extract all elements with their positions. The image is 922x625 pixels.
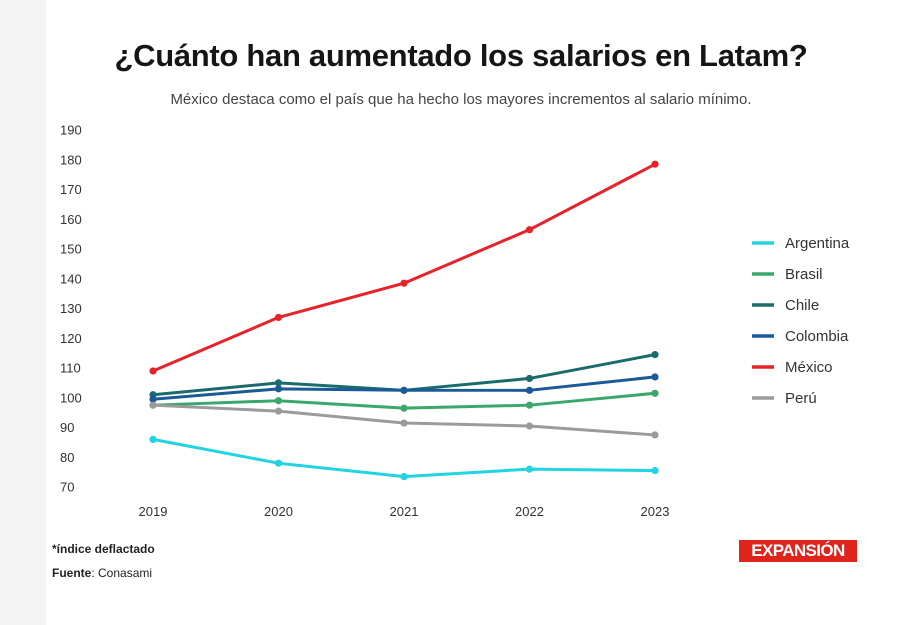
y-tick-label: 130 — [60, 301, 82, 316]
y-tick-label: 80 — [60, 450, 74, 465]
source-value: : Conasami — [91, 566, 153, 580]
series-points — [149, 160, 659, 481]
data-point-argentina — [274, 459, 283, 467]
data-point-mexico — [651, 160, 659, 168]
chart-title: ¿Cuánto han aumentado los salarios en La… — [114, 38, 808, 73]
data-point-peru — [149, 401, 157, 409]
data-point-argentina — [149, 435, 157, 443]
data-point-brasil — [651, 389, 659, 397]
y-tick-label: 110 — [60, 361, 81, 376]
data-point-mexico — [274, 313, 283, 322]
y-tick-label: 100 — [60, 390, 82, 405]
data-point-colombia — [525, 386, 534, 394]
y-tick-label: 140 — [60, 271, 82, 286]
y-tick-label: 150 — [60, 242, 82, 257]
data-point-argentina — [400, 472, 408, 481]
x-tick-label: 2021 — [390, 504, 419, 519]
series-line-argentina — [151, 437, 657, 479]
data-point-chile — [274, 379, 283, 387]
data-point-peru — [525, 422, 534, 430]
legend: Argentina Brasil Chile Colombia México Perú — [752, 235, 850, 407]
data-point-peru — [400, 419, 408, 427]
y-tick-label: 120 — [60, 331, 82, 346]
footnote: *índice deflactado — [52, 542, 155, 556]
x-tick-label: 2023 — [641, 504, 670, 519]
y-axis-ticks: 190 180 170 160 150 140 130 120 110 100 90 80 70 — [60, 123, 82, 495]
data-point-mexico — [525, 226, 534, 234]
data-point-mexico — [400, 279, 408, 287]
data-point-chile — [651, 351, 659, 359]
y-tick-label: 170 — [60, 182, 82, 197]
source-line: Fuente: Conasami — [52, 566, 152, 580]
legend-label-argentina: Argentina — [785, 235, 850, 252]
data-point-colombia — [274, 385, 283, 393]
x-tick-label: 2020 — [264, 504, 293, 519]
y-tick-label: 160 — [60, 212, 82, 227]
data-point-brasil — [400, 404, 408, 412]
y-tick-label: 90 — [60, 420, 74, 435]
legend-label-brasil: Brasil — [785, 266, 823, 283]
legend-label-chile: Chile — [785, 297, 819, 314]
expansion-logo: EXPANSIÓN — [739, 540, 857, 562]
source-label: Fuente — [52, 566, 92, 580]
data-point-argentina — [651, 467, 659, 475]
data-point-peru — [274, 407, 283, 415]
y-tick-label: 180 — [60, 152, 82, 167]
y-tick-label: 190 — [60, 123, 82, 138]
data-point-colombia — [400, 386, 408, 394]
x-axis-ticks: 2019 2020 2021 2022 2023 — [139, 504, 670, 519]
data-point-mexico — [149, 367, 157, 375]
series-lines — [151, 162, 657, 479]
x-tick-label: 2022 — [515, 504, 544, 519]
line-chart: 190 180 170 160 150 140 130 120 110 100 90 80 70 201… — [60, 123, 850, 520]
legend-label-peru: Perú — [785, 390, 817, 407]
data-point-colombia — [651, 373, 659, 381]
x-tick-label: 2019 — [139, 504, 168, 519]
legend-label-colombia: Colombia — [785, 328, 849, 345]
data-point-brasil — [274, 397, 283, 405]
data-point-colombia — [149, 395, 157, 403]
data-point-peru — [651, 431, 659, 439]
legend-label-mexico: México — [785, 359, 833, 376]
chart-card — [46, 0, 922, 625]
series-line-mexico — [151, 162, 657, 373]
data-point-argentina — [525, 465, 534, 473]
data-point-brasil — [525, 401, 534, 409]
data-point-chile — [525, 374, 534, 383]
y-tick-label: 70 — [60, 480, 74, 495]
chart-subtitle: México destaca como el país que ha hecho… — [170, 91, 752, 108]
